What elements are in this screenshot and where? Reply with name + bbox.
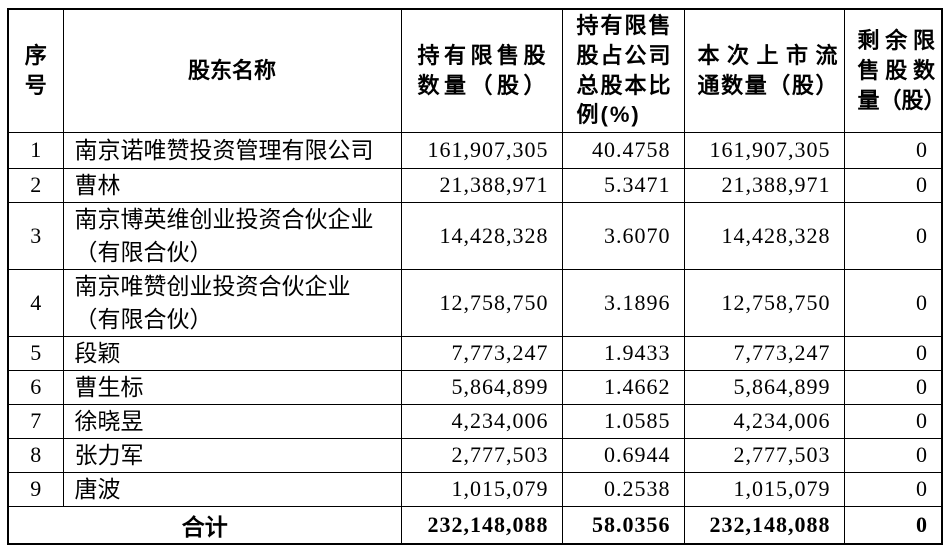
listed-shares-cell: 161,907,305 (683, 131, 845, 169)
table-row: 8 张力军 2,777,503 0.6944 2,777,503 0 (7, 437, 943, 473)
table-row: 7 徐晓昱 4,234,006 1.0585 4,234,006 0 (7, 403, 943, 439)
header-row: 序 号 股东名称 持有限售股 数量（股） 持有限售 股占公司 总股本比 例(%)… (7, 8, 943, 133)
listed-shares-cell: 1,015,079 (683, 471, 845, 507)
shareholder-name-cell: 曹林 (62, 167, 402, 203)
remaining-shares-cell: 0 (843, 471, 943, 507)
held-shares-cell: 12,758,750 (400, 268, 563, 337)
listed-shares-cell: 2,777,503 (683, 437, 845, 473)
serial-cell: 4 (7, 268, 64, 337)
listed-shares-cell: 21,388,971 (683, 167, 845, 203)
shareholder-name-cell: 南京唯赞创业投资合伙企业 （有限合伙） (62, 268, 402, 337)
ratio-cell: 1.0585 (561, 403, 685, 439)
remaining-shares-cell: 0 (843, 167, 943, 203)
total-ratio-cell: 58.0356 (561, 505, 685, 544)
held-shares-cell: 2,777,503 (400, 437, 563, 473)
serial-cell: 6 (7, 369, 64, 405)
shareholder-name-cell: 南京博英维创业投资合伙企业 （有限合伙） (62, 201, 402, 270)
listed-shares-cell: 7,773,247 (683, 335, 845, 371)
remaining-shares-cell: 0 (843, 268, 943, 337)
remaining-shares-cell: 0 (843, 201, 943, 270)
ratio-cell: 0.2538 (561, 471, 685, 507)
held-shares-cell: 5,864,899 (400, 369, 563, 405)
shareholder-name-cell: 唐波 (62, 471, 402, 507)
remaining-shares-cell: 0 (843, 131, 943, 169)
serial-cell: 2 (7, 167, 64, 203)
col-header-ratio-of-total-capital: 持有限售 股占公司 总股本比 例(%) (561, 8, 685, 133)
table-row: 1 南京诺唯赞投资管理有限公司 161,907,305 40.4758 161,… (7, 131, 943, 169)
serial-cell: 8 (7, 437, 64, 473)
table-row: 2 曹林 21,388,971 5.3471 21,388,971 0 (7, 167, 943, 203)
ratio-cell: 1.9433 (561, 335, 685, 371)
held-shares-cell: 1,015,079 (400, 471, 563, 507)
remaining-shares-cell: 0 (843, 403, 943, 439)
remaining-shares-cell: 0 (843, 335, 943, 371)
held-shares-cell: 4,234,006 (400, 403, 563, 439)
total-remaining-shares-cell: 0 (843, 505, 943, 544)
shareholder-name-cell: 曹生标 (62, 369, 402, 405)
restricted-shares-table-container: 序 号 股东名称 持有限售股 数量（股） 持有限售 股占公司 总股本比 例(%)… (7, 8, 943, 545)
col-header-shareholder-name: 股东名称 (62, 8, 402, 133)
serial-cell: 5 (7, 335, 64, 371)
remaining-shares-cell: 0 (843, 437, 943, 473)
listed-shares-cell: 5,864,899 (683, 369, 845, 405)
held-shares-cell: 14,428,328 (400, 201, 563, 270)
table-header: 序 号 股东名称 持有限售股 数量（股） 持有限售 股占公司 总股本比 例(%)… (7, 8, 943, 133)
total-label-cell: 合计 (7, 505, 402, 544)
table-row: 4 南京唯赞创业投资合伙企业 （有限合伙） 12,758,750 3.1896 … (7, 268, 943, 337)
listed-shares-cell: 4,234,006 (683, 403, 845, 439)
total-held-shares-cell: 232,148,088 (400, 505, 563, 544)
col-header-serial-number: 序 号 (7, 8, 64, 133)
col-header-remaining-restricted: 剩余限 售股数 量（股） (843, 8, 943, 133)
table-body: 1 南京诺唯赞投资管理有限公司 161,907,305 40.4758 161,… (7, 131, 943, 544)
listed-shares-cell: 14,428,328 (683, 201, 845, 270)
total-listed-shares-cell: 232,148,088 (683, 505, 845, 544)
ratio-cell: 5.3471 (561, 167, 685, 203)
held-shares-cell: 7,773,247 (400, 335, 563, 371)
serial-cell: 3 (7, 201, 64, 270)
ratio-cell: 1.4662 (561, 369, 685, 405)
shareholder-name-cell: 南京诺唯赞投资管理有限公司 (62, 131, 402, 169)
shareholder-name-cell: 徐晓昱 (62, 403, 402, 439)
shareholder-name-cell: 张力军 (62, 437, 402, 473)
col-header-listed-circulation-count: 本次上市流 通数量（股） (683, 8, 845, 133)
col-header-restricted-shares-held: 持有限售股 数量（股） (400, 8, 563, 133)
shareholder-name-cell: 段颖 (62, 335, 402, 371)
table-row: 6 曹生标 5,864,899 1.4662 5,864,899 0 (7, 369, 943, 405)
restricted-shares-table: 序 号 股东名称 持有限售股 数量（股） 持有限售 股占公司 总股本比 例(%)… (7, 8, 943, 545)
serial-cell: 1 (7, 131, 64, 169)
ratio-cell: 3.1896 (561, 268, 685, 337)
table-row: 3 南京博英维创业投资合伙企业 （有限合伙） 14,428,328 3.6070… (7, 201, 943, 270)
serial-cell: 7 (7, 403, 64, 439)
table-row: 9 唐波 1,015,079 0.2538 1,015,079 0 (7, 471, 943, 507)
ratio-cell: 0.6944 (561, 437, 685, 473)
ratio-cell: 3.6070 (561, 201, 685, 270)
serial-cell: 9 (7, 471, 64, 507)
ratio-cell: 40.4758 (561, 131, 685, 169)
held-shares-cell: 161,907,305 (400, 131, 563, 169)
remaining-shares-cell: 0 (843, 369, 943, 405)
listed-shares-cell: 12,758,750 (683, 268, 845, 337)
total-row: 合计 232,148,088 58.0356 232,148,088 0 (7, 505, 943, 544)
table-row: 5 段颖 7,773,247 1.9433 7,773,247 0 (7, 335, 943, 371)
held-shares-cell: 21,388,971 (400, 167, 563, 203)
